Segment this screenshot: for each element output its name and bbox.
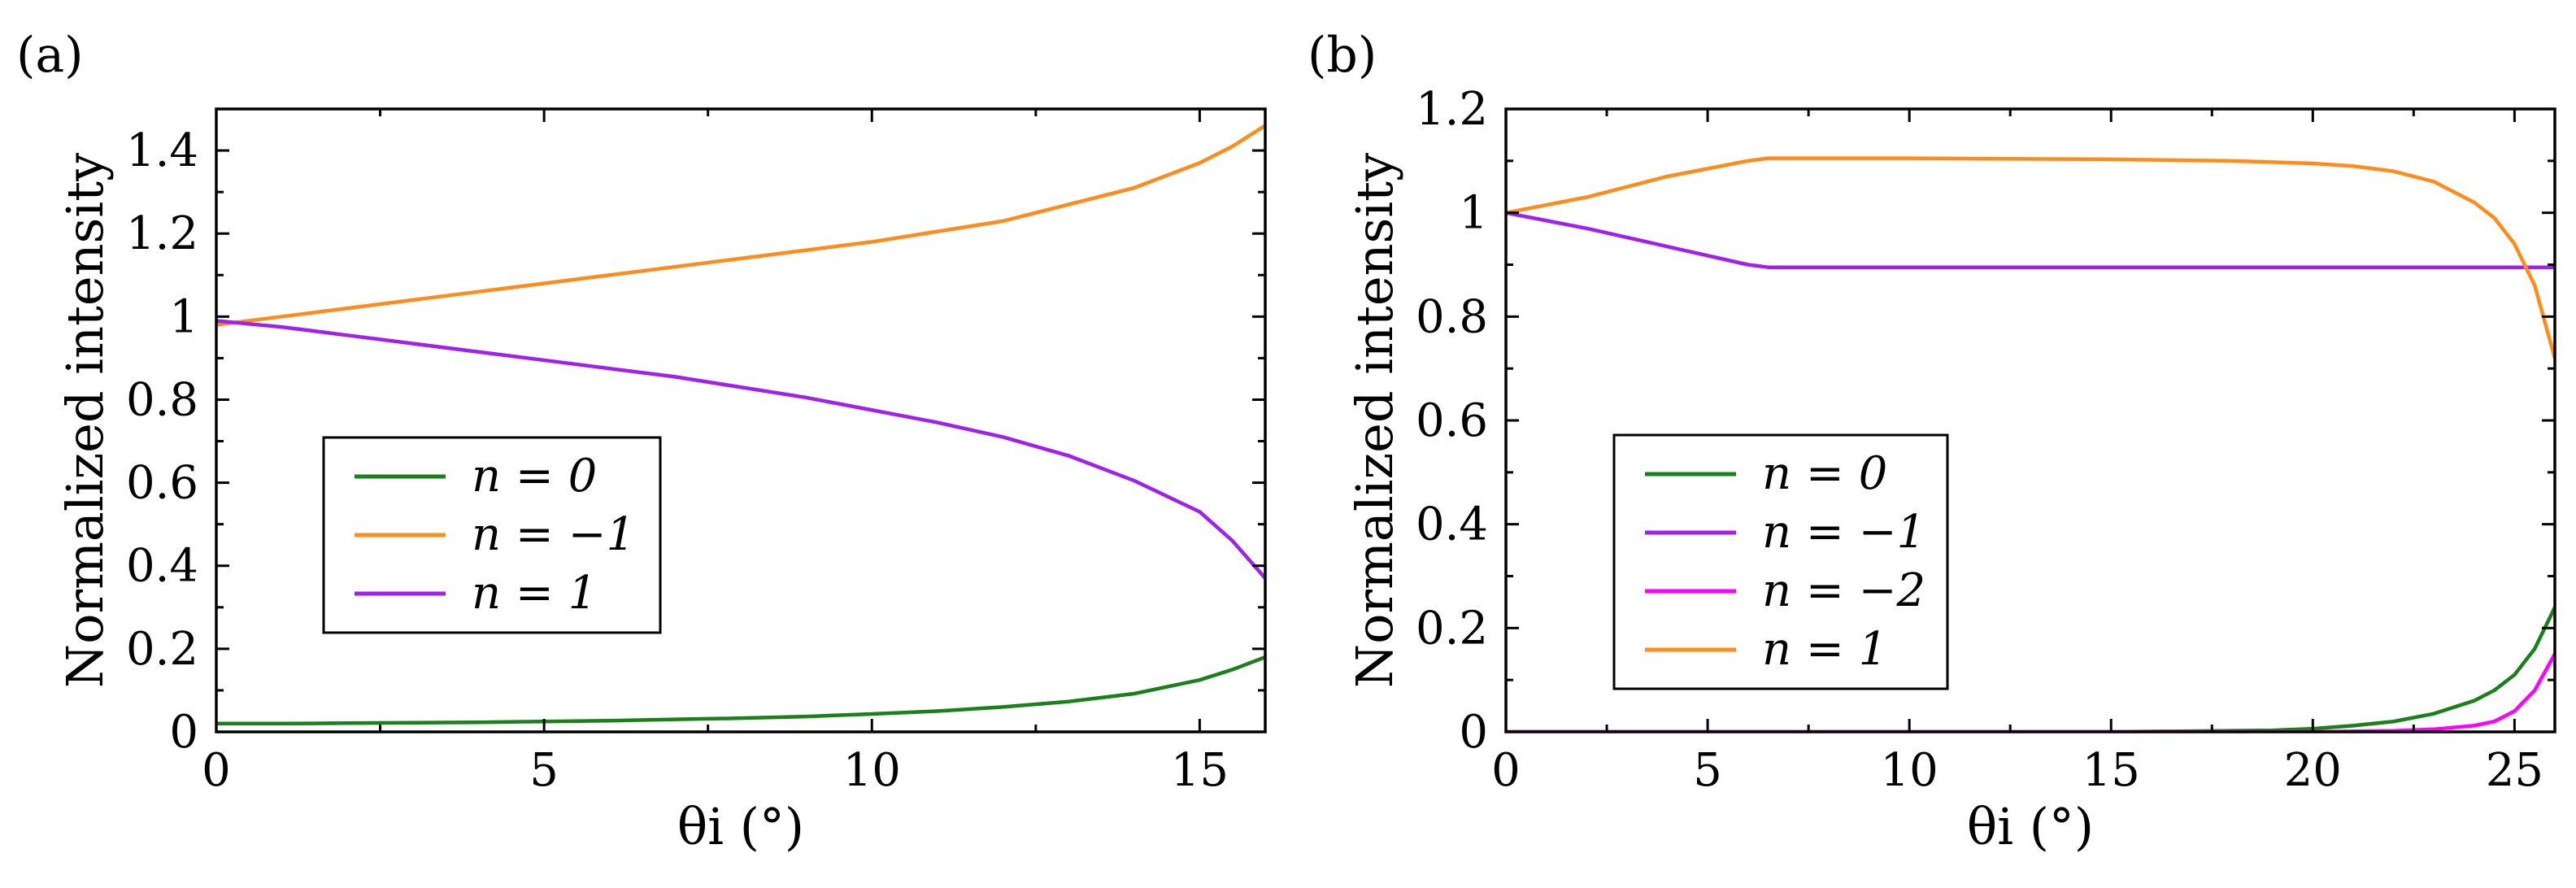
y-tick-label: 1.4	[126, 124, 198, 177]
y-tick-label: 0	[1459, 706, 1488, 759]
x-tick-label: 10	[843, 744, 901, 797]
legend: n = 0n = −1 n = 1	[322, 436, 662, 634]
x-tick-label: 15	[1171, 744, 1229, 797]
legend: n = 0 n = −1n = −2 n = 1	[1612, 433, 1949, 690]
series-line-1	[216, 655, 1265, 726]
panel-a-chart: 0 5 10 15 0 0.2 0.4 0.6 0.8 1 1.2 1.4 θi (°) Normaliz…	[55, 107, 1267, 856]
series-line-2	[216, 124, 1265, 327]
series-line-3	[1506, 652, 2555, 732]
series-line-2	[1506, 211, 2555, 269]
axes-frame	[215, 107, 1267, 733]
x-tick-label: 0	[202, 744, 231, 797]
x-tick-label: 5	[1693, 744, 1722, 797]
series-line-4	[1506, 156, 2555, 360]
y-tick-label: 0.4	[126, 540, 198, 593]
x-tick-label: 25	[2486, 744, 2543, 797]
legend-label: n = 0	[472, 450, 597, 503]
x-tick-label: 0	[1491, 744, 1521, 797]
legend-box	[1612, 433, 1949, 690]
legend-label: n = −1	[1762, 506, 1925, 559]
y-tick-label: 0	[169, 706, 198, 759]
panel-label-b: (b)	[1308, 27, 1377, 84]
x-tick-label: 5	[529, 744, 559, 797]
plot-area	[1506, 156, 2555, 732]
legend-label: n = 1	[472, 567, 597, 620]
y-tick-label: 0.8	[1416, 290, 1488, 343]
panel-b-chart: 0 5 10 15 20 25 0 0.2 0.4 0.6 0.8 1 1.2 θi (°) Normali…	[1345, 83, 2556, 856]
x-tick-label: 10	[1881, 744, 1939, 797]
y-tick-label: 0.8	[126, 373, 198, 426]
y-tick-label: 0.6	[1416, 394, 1488, 447]
y-tick-label: 1	[169, 290, 198, 343]
y-tick-label: 1	[1459, 187, 1488, 240]
x-tick-label: 20	[2284, 744, 2342, 797]
y-axis-label: Normalized intensity	[55, 153, 115, 688]
series-line-1	[1506, 605, 2555, 732]
legend-label: n = 0	[1762, 447, 1887, 500]
legend-label: n = −1	[472, 508, 635, 561]
y-tick-label: 0.2	[1416, 602, 1488, 655]
y-tick-label: 0.4	[1416, 498, 1488, 551]
plot-area	[216, 124, 1265, 726]
x-tick-label: 15	[2082, 744, 2140, 797]
x-axis-label: θi (°)	[1967, 797, 2094, 856]
y-tick-label: 0.2	[126, 623, 198, 676]
x-axis-label: θi (°)	[677, 797, 804, 856]
series-line-3	[216, 319, 1265, 581]
y-axis-label: Normalized intensity	[1345, 153, 1404, 688]
panel-label-a: (a)	[16, 27, 84, 84]
legend-label: n = −2	[1762, 564, 1925, 617]
y-tick-label: 1.2	[1416, 83, 1488, 136]
y-tick-label: 0.6	[126, 457, 198, 510]
legend-label: n = 1	[1762, 623, 1887, 676]
y-tick-label: 1.2	[126, 207, 198, 260]
